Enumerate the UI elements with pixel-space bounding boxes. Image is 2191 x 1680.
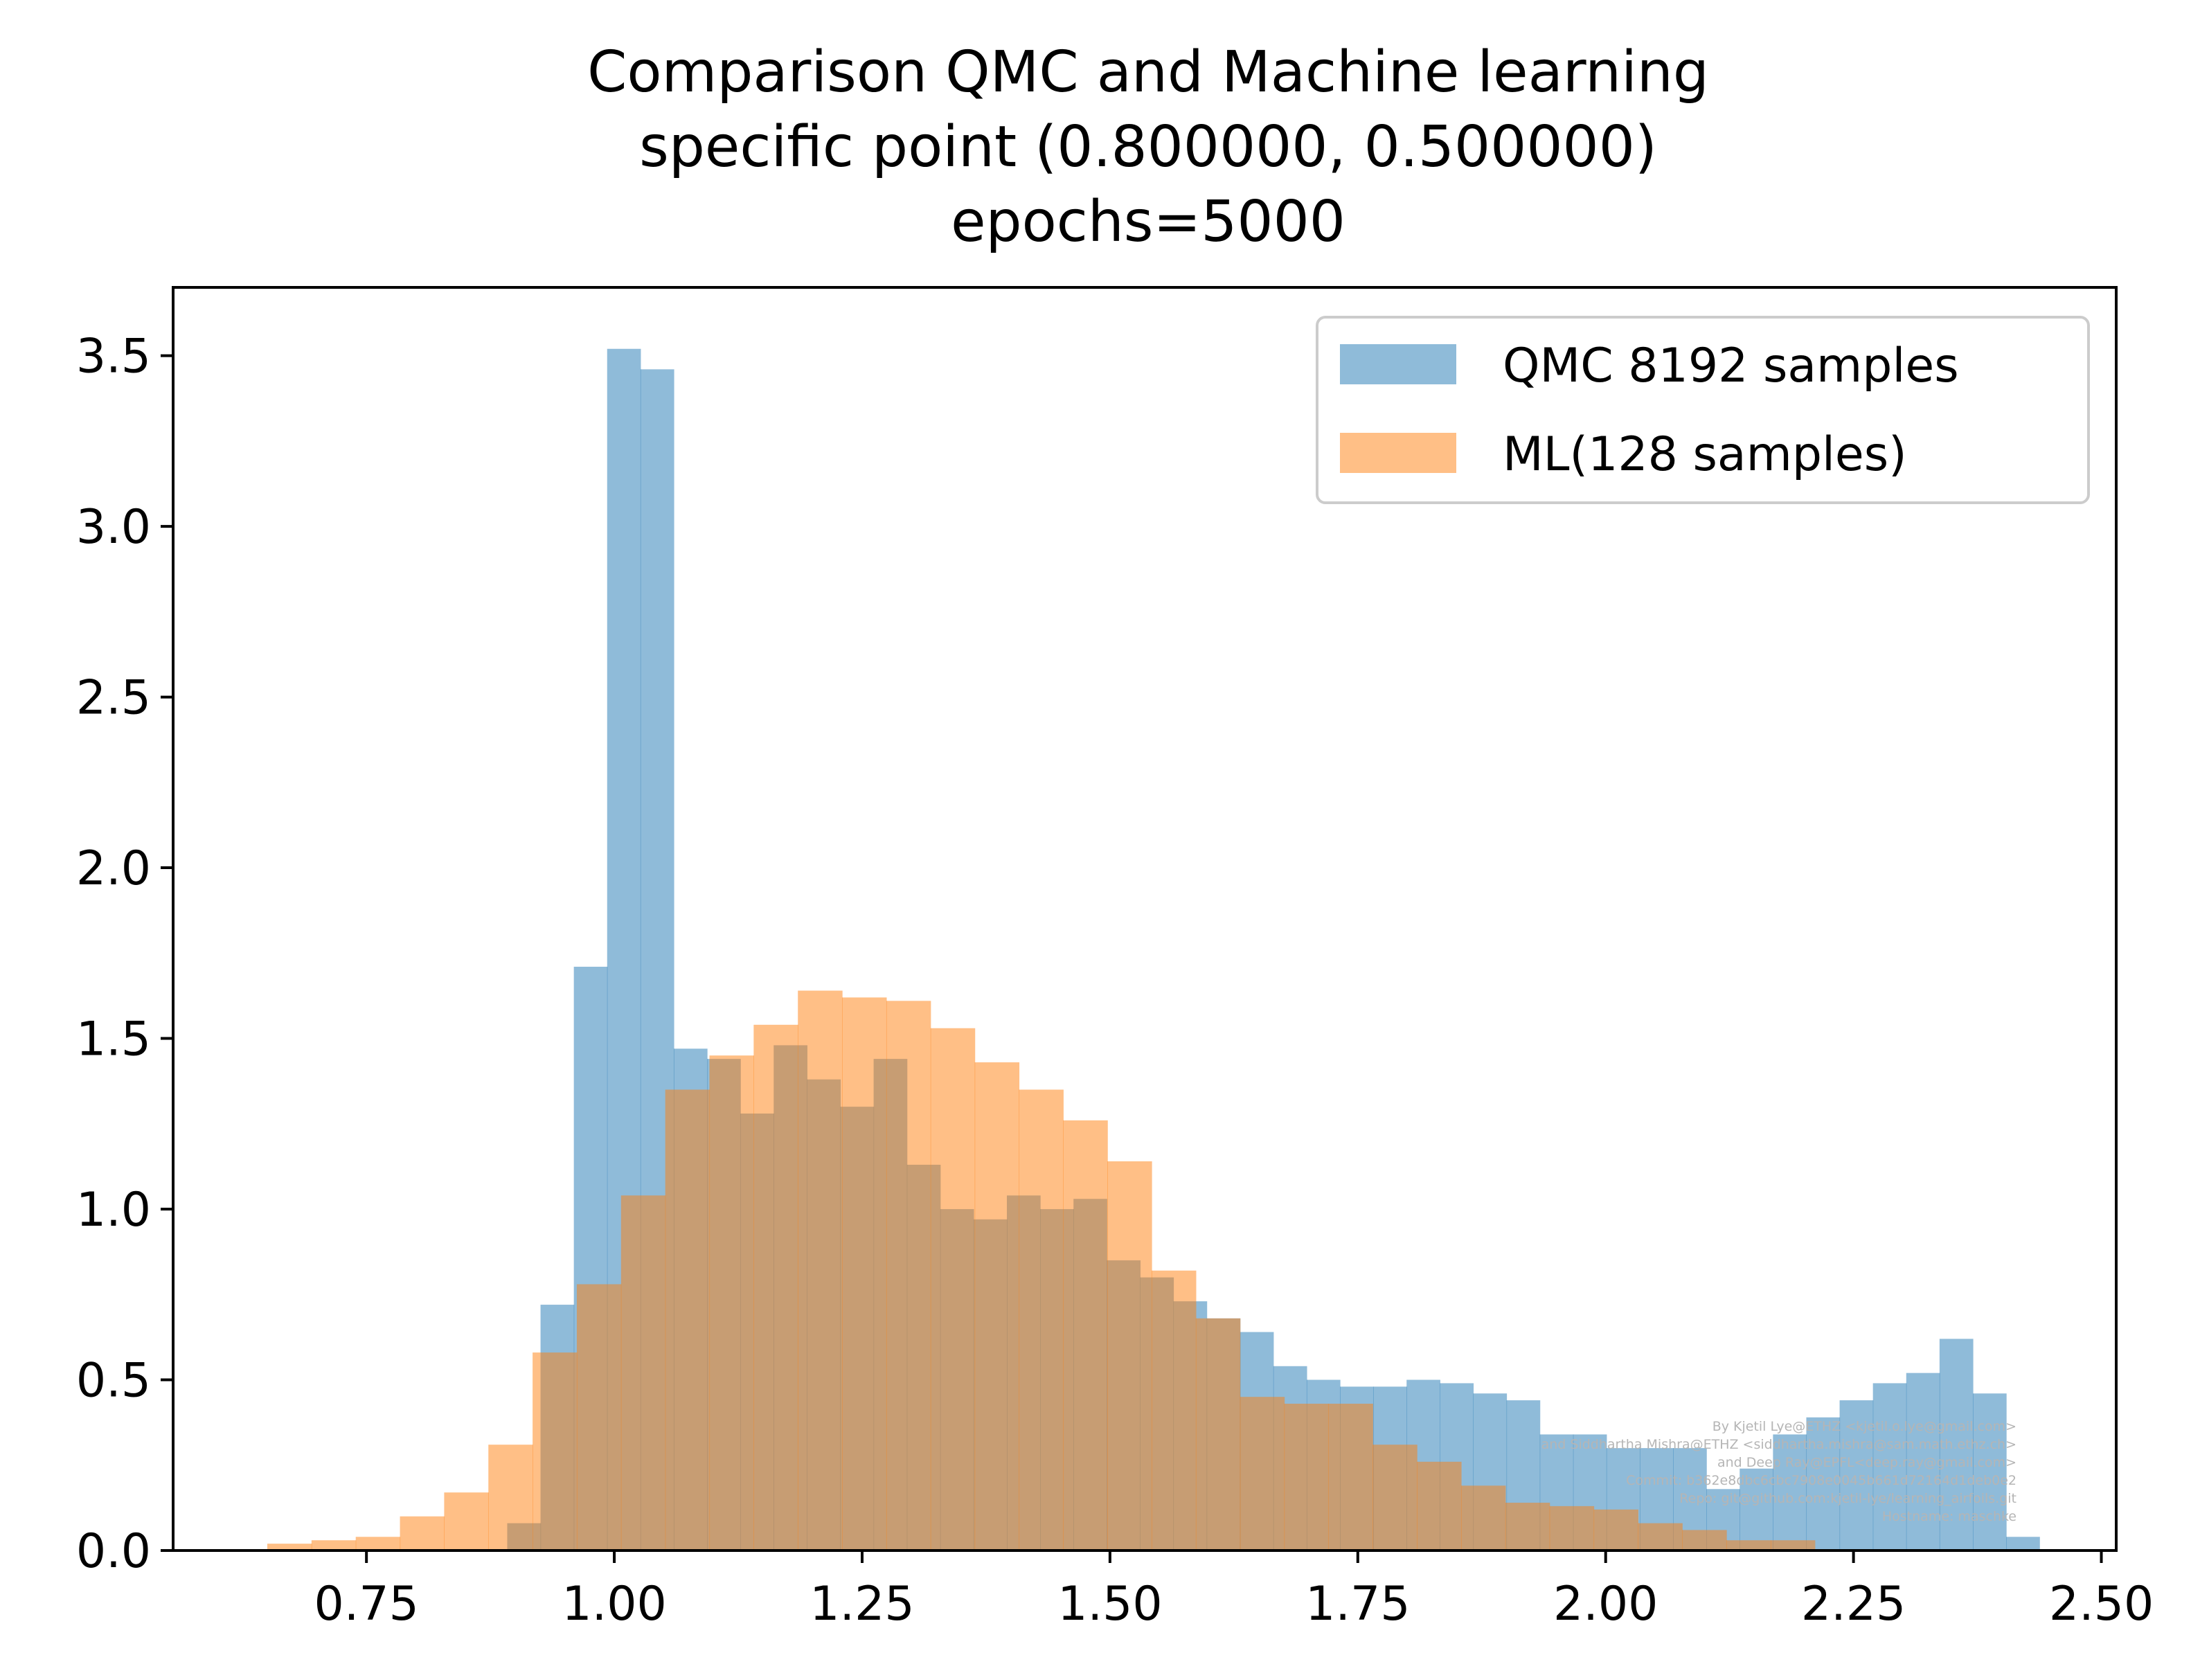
y-tick-label: 1.0 [76,1183,151,1237]
bar-ml-21 [1195,1318,1241,1551]
bar-ml-1 [311,1540,357,1551]
bar-ml-24 [1328,1404,1373,1551]
bar-ml-7 [576,1284,622,1551]
bar-qmc-38 [1773,1434,1807,1551]
x-tick-label: 2.50 [2049,1577,2154,1632]
x-tick-label: 1.75 [1305,1577,1410,1632]
bar-ml-18 [1063,1120,1108,1551]
bar-qmc-39 [1806,1417,1841,1551]
x-tick-label: 2.00 [1553,1577,1658,1632]
legend-label-ml: ML(128 samples) [1503,427,1907,482]
bar-ml-19 [1107,1161,1152,1551]
bar-ml-31 [1638,1523,1683,1551]
y-tick-label: 2.0 [76,841,151,896]
bar-ml-6 [533,1352,578,1551]
bar-ml-15 [930,1028,976,1551]
bar-ml-10 [709,1055,754,1551]
bar-ml-11 [753,1024,798,1551]
legend-swatch-ml [1340,433,1456,473]
y-tick-label: 0.5 [76,1354,151,1409]
y-tick-label: 1.5 [76,1012,151,1067]
bar-ml-8 [620,1195,666,1551]
bar-ml-5 [488,1445,533,1551]
bar-qmc-43 [1939,1339,1974,1551]
legend-swatch-qmc [1340,344,1456,384]
watermark-line-2: and Siddhartha Mishra@ETHZ <siddhartha.m… [1541,1437,2016,1452]
x-tick-label: 1.50 [1057,1577,1162,1632]
bar-ml-16 [974,1062,1020,1551]
bar-qmc-44 [1972,1393,2007,1551]
bar-ml-23 [1284,1404,1330,1551]
bar-qmc-40 [1839,1400,1874,1551]
bar-ml-13 [842,997,887,1551]
bar-ml-4 [444,1492,489,1551]
bar-ml-9 [665,1089,710,1551]
bar-ml-33 [1726,1540,1771,1551]
watermark-line-6: Hostname: maschke [1882,1509,2016,1524]
chart-title-line-3: epochs=5000 [951,189,1345,255]
chart-title-line-1: Comparison QMC and Machine learning [587,39,1709,105]
x-tick-label: 0.75 [314,1577,418,1632]
bar-ml-20 [1152,1270,1197,1551]
x-tick-label: 2.25 [1801,1577,1906,1632]
x-tick-label: 1.00 [562,1577,666,1632]
bar-ml-28 [1505,1502,1550,1551]
x-axis-ticks: 0.75 1.00 1.25 1.50 1.75 2.00 2.25 2.50 [314,1551,2154,1632]
watermark-line-3: and Deep Ray@EPFL<deep.ray@gmail.com> [1717,1455,2016,1470]
chart-title-line-2: specific point (0.800000, 0.500000) [639,114,1657,180]
bar-ml-17 [1019,1089,1064,1551]
bar-ml-0 [267,1544,312,1551]
bar-ml-14 [886,1001,931,1551]
y-tick-label: 3.0 [76,500,151,555]
bar-qmc-42 [1906,1373,1940,1551]
bar-qmc-41 [1872,1383,1907,1551]
watermark-line-5: Repo: git@github.com:kjetil-lye/learning… [1679,1491,2016,1506]
bar-ml-12 [798,990,843,1551]
legend-label-qmc: QMC 8192 samples [1503,339,1959,393]
bar-qmc-45 [2006,1537,2040,1551]
bar-ml-25 [1372,1445,1418,1551]
series-ml-bars [267,990,1816,1551]
bar-ml-34 [1770,1540,1816,1551]
bar-ml-32 [1682,1530,1727,1551]
y-tick-label: 3.5 [76,330,151,384]
x-tick-label: 1.25 [810,1577,914,1632]
bar-ml-2 [355,1537,401,1551]
bar-ml-30 [1593,1509,1638,1551]
y-tick-label: 2.5 [76,671,151,726]
bar-ml-22 [1240,1397,1285,1551]
bar-ml-26 [1417,1461,1462,1551]
legend-box [1316,316,2090,504]
bar-ml-3 [400,1516,445,1551]
bar-ml-27 [1460,1485,1506,1551]
watermark-line-1: By Kjetil Lye@ETHZ <kjetil.o.lye@gmail.c… [1712,1419,2016,1434]
y-axis-ticks: 0.0 0.5 1.0 1.5 2.0 2.5 3.0 3.5 [76,330,173,1579]
y-tick-label: 0.0 [76,1524,151,1579]
watermark-line-4: Commit: b362e8dbc6cbc7908e0045b661d72164… [1626,1473,2016,1488]
bar-ml-29 [1549,1505,1595,1551]
legend: QMC 8192 samples ML(128 samples) [1316,316,2090,504]
plot-area-frame [172,286,2118,1552]
watermark: By Kjetil Lye@ETHZ <kjetil.o.lye@gmail.c… [1541,1419,2016,1524]
bar-qmc-37 [1740,1468,1773,1551]
